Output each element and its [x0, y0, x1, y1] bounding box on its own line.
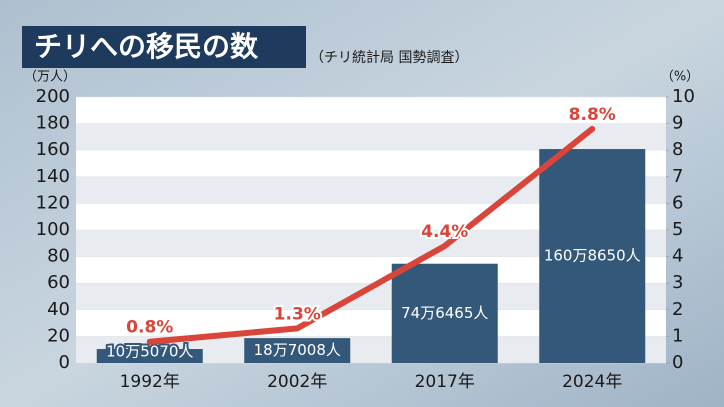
- bar-value-label: 10万5070人: [106, 343, 193, 361]
- y-tick-label: 100: [36, 219, 70, 240]
- y2-tick-label: 2: [672, 299, 683, 320]
- y-tick-label: 40: [47, 299, 70, 320]
- y-tick-label: 200: [36, 86, 70, 107]
- bar-value-label: 18万7008人: [254, 341, 341, 359]
- bar: [244, 338, 351, 363]
- line-value-label: 4.4%: [421, 222, 468, 242]
- y-tick-label: 20: [47, 325, 70, 346]
- y2-tick-label: 3: [672, 272, 683, 293]
- y-tick-label: 140: [36, 166, 70, 187]
- line-value-label: 1.3%: [274, 304, 321, 324]
- y2-tick-label: 9: [672, 113, 683, 134]
- y2-tick-label: 7: [672, 166, 683, 187]
- x-tick-label: 2017年: [415, 372, 475, 392]
- x-tick-label: 1992年: [120, 372, 180, 392]
- y-tick-label: 0: [59, 352, 70, 373]
- y-tick-label: 60: [47, 272, 70, 293]
- line: [146, 125, 596, 345]
- x-tick-label: 2024年: [562, 372, 622, 392]
- x-tick-label: 2002年: [267, 372, 327, 392]
- bar-value-label: 160万8650人: [544, 247, 641, 265]
- y2-axis-label: （%）: [661, 70, 699, 85]
- y2-tick-label: 10: [672, 86, 695, 107]
- bar: [391, 263, 498, 363]
- chart-title: チリへの移民の数: [34, 30, 259, 63]
- y2-tick-label: 4: [672, 246, 683, 267]
- title-box: [22, 26, 306, 68]
- y-tick-label: 160: [36, 139, 70, 160]
- y2-tick-label: 6: [672, 192, 683, 213]
- y2-tick-label: 1: [672, 325, 683, 346]
- y-axis-label: （万人）: [24, 70, 76, 85]
- y-tick-label: 180: [36, 113, 70, 134]
- line-value-label: 8.8%: [569, 105, 616, 125]
- y2-tick-label: 5: [672, 219, 683, 240]
- subtitle: （チリ統計局 国勢調査）: [310, 50, 468, 66]
- bar: [96, 349, 203, 363]
- y2-tick-label: 8: [672, 139, 683, 160]
- y2-tick-label: 0: [672, 352, 683, 373]
- y-tick-label: 120: [36, 192, 70, 213]
- line-value-label: 0.8%: [126, 318, 173, 338]
- bar-value-label: 74万6465人: [401, 304, 488, 322]
- bar: [539, 149, 646, 363]
- y-tick-label: 80: [47, 246, 70, 267]
